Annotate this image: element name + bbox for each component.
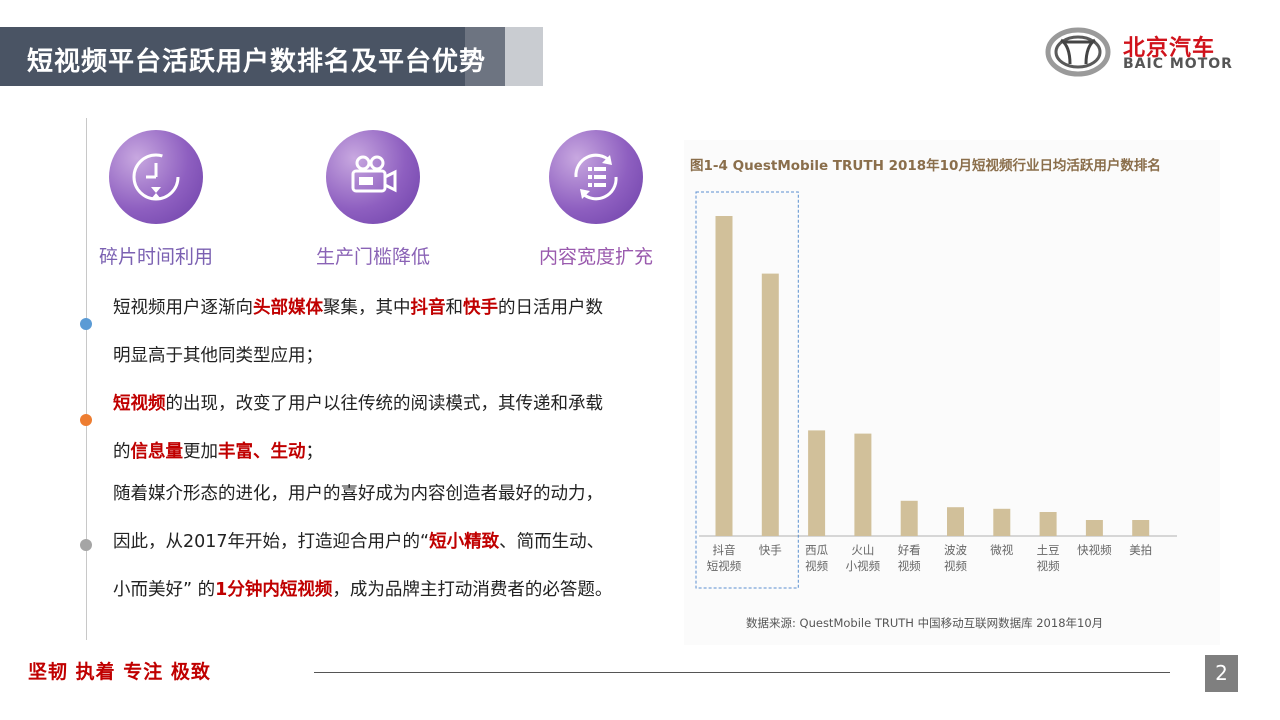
- chart-category-label: 短视频: [707, 559, 742, 573]
- highlight-text: 丰富、生动: [218, 442, 306, 462]
- body-text: 更加: [183, 442, 218, 462]
- body-text: 短视频用户逐渐向: [113, 298, 253, 318]
- chart-highlight-box: [695, 191, 799, 589]
- paragraph-head-media: 短视频用户逐渐向头部媒体聚集，其中抖音和快手的日活用户数明显高于其他同类型应用；: [113, 284, 613, 380]
- feature-fragment-time: 碎片时间利用: [76, 130, 236, 269]
- timeline-line: [86, 118, 87, 640]
- chart-category-label: 美拍: [1129, 543, 1152, 557]
- highlight-text: 头部媒体: [253, 298, 323, 318]
- video-camera-icon: [326, 130, 420, 224]
- feature-label: 碎片时间利用: [98, 246, 213, 268]
- feature-label: 内容宽度扩充: [538, 246, 653, 268]
- baic-emblem-icon: [1045, 27, 1111, 77]
- highlight-text: 抖音: [410, 298, 446, 318]
- chart-bar: [854, 433, 872, 536]
- footer-divider: [314, 672, 1170, 673]
- feature-label: 生产门槛降低: [315, 246, 430, 268]
- bullet-dot-blue: [80, 318, 92, 330]
- body-text: ；: [305, 442, 324, 462]
- feature-content-width: 内容宽度扩充: [516, 130, 676, 269]
- chart-category-label: 视频: [1037, 559, 1060, 573]
- chart-category-label: 快手: [759, 543, 782, 557]
- highlight-text: 短视频: [113, 394, 166, 414]
- body-text: ，成为品牌主打动消费者的必答题。: [332, 580, 613, 600]
- chart-category-label: 视频: [944, 559, 967, 573]
- footer-slogan: 坚韧 执着 专注 极致: [28, 661, 211, 683]
- chart-bar: [715, 216, 733, 536]
- chart-bar: [1085, 520, 1103, 536]
- header-accent: [465, 27, 505, 86]
- chart-bar: [1132, 520, 1150, 536]
- logo-text-en: BAIC MOTOR: [1123, 56, 1233, 72]
- body-text: 、简而生动、小而美好” 的: [113, 532, 605, 600]
- highlight-text: 短小精致: [429, 532, 500, 552]
- bullet-dot-gray: [80, 539, 92, 551]
- chart-source: 数据来源: QuestMobile TRUTH 中国移动互联网数据库 2018年…: [746, 616, 1104, 630]
- body-text: 聚集，其中: [323, 298, 411, 318]
- clock-icon: [109, 130, 203, 224]
- chart-category-label: 快视频: [1077, 543, 1112, 557]
- dau-ranking-chart: 图1-4 QuestMobile TRUTH 2018年10月短视频行业日均活跃…: [684, 140, 1220, 645]
- highlight-text: 快手: [463, 298, 498, 318]
- chart-bar: [993, 508, 1011, 536]
- feature-lower-threshold: 生产门槛降低: [293, 130, 453, 269]
- chart-category-label: 微视: [990, 543, 1013, 557]
- chart-bar: [947, 507, 964, 536]
- page-title: 短视频平台活跃用户数排名及平台优势: [27, 47, 487, 77]
- chart-bar: [900, 500, 918, 536]
- bullet-dot-orange: [80, 414, 92, 426]
- highlight-text: 1分钟内短视频: [215, 580, 333, 600]
- chart-category-label: 土豆: [1037, 543, 1060, 557]
- logo-text-cn: 北京汽车: [1123, 36, 1216, 61]
- header-accent-light: [505, 27, 543, 86]
- paragraph-short-video: 随着媒介形态的进化，用户的喜好成为内容创造者最好的动力，因此，从2017年开始，…: [113, 470, 613, 614]
- chart-category-label: 小视频: [846, 559, 881, 573]
- chart-title: 图1-4 QuestMobile TRUTH 2018年10月短视频行业日均活跃…: [690, 158, 1161, 174]
- chart-category-label: 视频: [805, 559, 828, 573]
- body-text: 随着媒介形态的进化，用户的喜好成为内容创造者最好的动力，因此，从2017年开始，…: [113, 484, 603, 552]
- paragraph-reading-mode: 短视频的出现，改变了用户以往传统的阅读模式，其传递和承载的信息量更加丰富、生动；: [113, 380, 613, 476]
- chart-category-label: 好看: [898, 543, 921, 557]
- baic-logo: 北京汽车 BAIC MOTOR: [1045, 26, 1240, 78]
- body-text: 的出现，改变了用户以往传统的阅读模式，其传递和承载的: [113, 394, 603, 462]
- chart-bar: [808, 430, 826, 536]
- header-bar: [0, 27, 505, 86]
- chart-category-label: 西瓜: [805, 543, 828, 557]
- highlight-text: 信息量: [130, 442, 184, 462]
- list-refresh-icon: [549, 130, 643, 224]
- page-number: 2: [1205, 655, 1238, 692]
- chart-category-label: 视频: [898, 559, 921, 573]
- chart-bar: [761, 273, 779, 536]
- chart-category-label: 抖音: [713, 543, 736, 557]
- chart-category-label: 波波: [944, 543, 967, 557]
- chart-category-label: 火山: [851, 543, 874, 557]
- chart-bar: [1039, 512, 1057, 536]
- body-text: 和: [445, 298, 464, 318]
- body-text: 的日活用户数明显高于其他同类型应用；: [113, 298, 603, 366]
